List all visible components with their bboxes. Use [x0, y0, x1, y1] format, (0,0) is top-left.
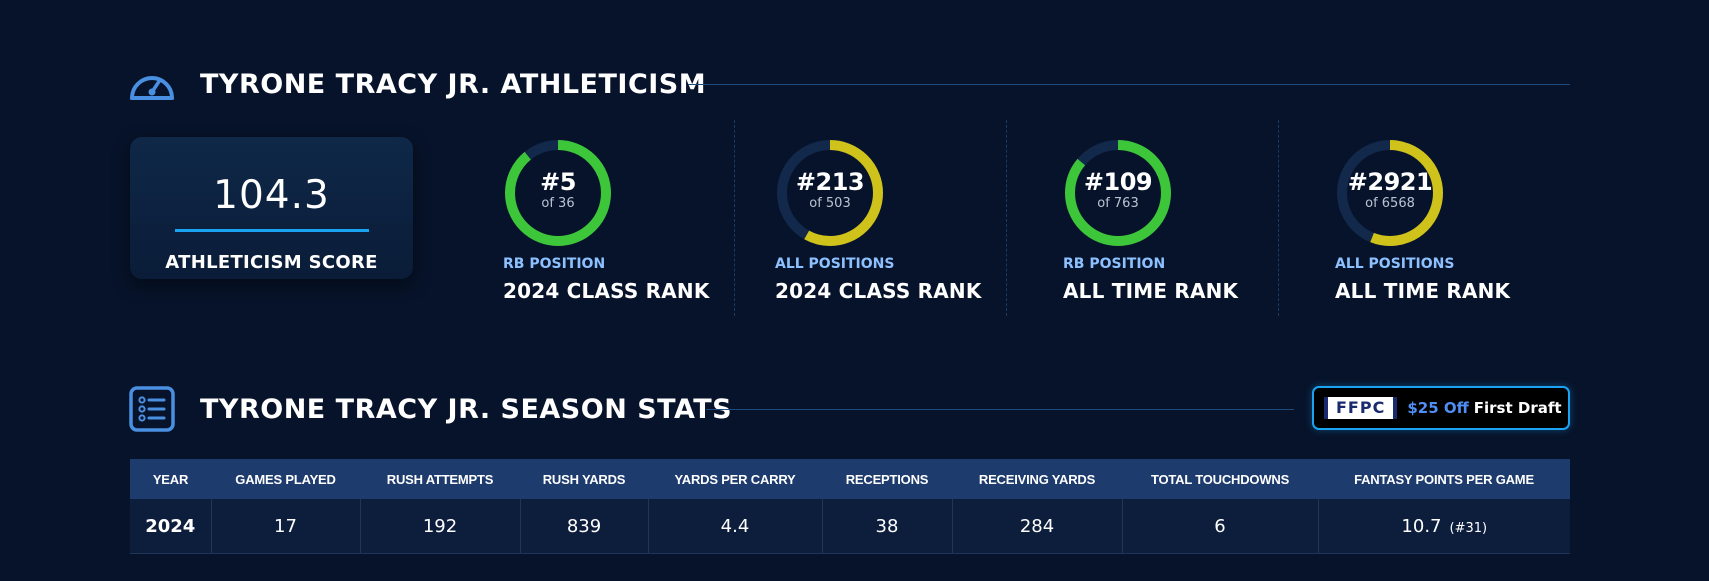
- promo-price: $25 Off: [1407, 399, 1469, 417]
- speedometer-icon: [128, 60, 176, 108]
- rank-ring: [1337, 140, 1443, 246]
- promo-text: First Draft: [1473, 399, 1562, 417]
- fantasy-points-value: 10.7: [1401, 515, 1442, 537]
- rank-ring-arc: [505, 140, 611, 246]
- rush-attempts-cell: 192: [360, 499, 521, 554]
- rank-ring-arc: [1065, 140, 1171, 246]
- rank-ring-arc: [1337, 140, 1443, 246]
- column-header: RECEPTIONS: [822, 459, 952, 499]
- rank-divider: [1278, 120, 1279, 316]
- rank-subtitle: RB POSITION: [503, 256, 606, 272]
- rank-ring: [505, 140, 611, 246]
- season-stats-header: TYRONE TRACY JR. SEASON STATS: [128, 385, 732, 433]
- rank-card: #5 of 36 RB POSITION 2024 CLASS RANK: [503, 120, 775, 316]
- column-header: GAMES PLAYED: [211, 459, 360, 499]
- rank-title: 2024 CLASS RANK: [775, 279, 982, 303]
- fantasy-points-rank: (#31): [1449, 520, 1488, 536]
- season-stats-table: YEAR GAMES PLAYED RUSH ATTEMPTS RUSH YAR…: [130, 459, 1570, 554]
- table-row: 2024 17 192 839 4.4 38 284 6 10.7 (#31): [130, 499, 1570, 554]
- section-title: TYRONE TRACY JR. SEASON STATS: [200, 393, 733, 425]
- athleticism-header: TYRONE TRACY JR. ATHLETICISM: [128, 60, 706, 108]
- column-header: YARDS PER CARRY: [648, 459, 822, 499]
- rank-subtitle: ALL POSITIONS: [1335, 256, 1455, 272]
- page-title: TYRONE TRACY JR. ATHLETICISM: [200, 68, 707, 100]
- games-played-cell: 17: [211, 499, 361, 554]
- list-icon: [128, 385, 176, 433]
- rank-ring: [777, 140, 883, 246]
- rank-ring-arc: [777, 140, 883, 246]
- rank-divider: [1006, 120, 1007, 316]
- receptions-cell: 38: [822, 499, 953, 554]
- rank-of-total: of 6568: [1365, 196, 1415, 211]
- column-header: FANTASY POINTS PER GAME: [1318, 459, 1570, 499]
- receiving-yards-cell: 284: [952, 499, 1123, 554]
- year-cell: 2024: [130, 499, 212, 554]
- rank-divider: [734, 120, 735, 316]
- column-header: RECEIVING YARDS: [952, 459, 1122, 499]
- yards-per-carry-cell: 4.4: [648, 499, 823, 554]
- rank-title: ALL TIME RANK: [1335, 279, 1511, 303]
- rank-subtitle: RB POSITION: [1063, 256, 1166, 272]
- athleticism-score-value: 104.3: [213, 173, 330, 218]
- table-header-row: YEAR GAMES PLAYED RUSH ATTEMPTS RUSH YAR…: [130, 459, 1570, 499]
- rank-title: ALL TIME RANK: [1063, 279, 1239, 303]
- rank-ring: [1065, 140, 1171, 246]
- ffpc-logo: FFPC: [1324, 397, 1398, 419]
- athleticism-score-label: ATHLETICISM SCORE: [165, 252, 378, 273]
- column-header: RUSH YARDS: [520, 459, 648, 499]
- rank-of-total: of 763: [1097, 196, 1139, 211]
- rank-number: #109: [1083, 168, 1153, 196]
- rank-number: #2921: [1347, 168, 1433, 196]
- column-header: YEAR: [130, 459, 211, 499]
- rank-of-total: of 36: [541, 196, 575, 211]
- column-header: RUSH ATTEMPTS: [360, 459, 520, 499]
- header-divider: [706, 409, 1294, 410]
- rush-yards-cell: 839: [520, 499, 649, 554]
- column-header: TOTAL TOUCHDOWNS: [1122, 459, 1318, 499]
- header-divider: [688, 84, 1570, 85]
- rank-number: #213: [795, 168, 865, 196]
- athleticism-score-card: 104.3 ATHLETICISM SCORE: [130, 137, 413, 279]
- ffpc-promo-button[interactable]: FFPC $25 Off First Draft: [1312, 386, 1570, 430]
- touchdowns-cell: 6: [1122, 499, 1319, 554]
- rank-card: #2921 of 6568 ALL POSITIONS ALL TIME RAN…: [1335, 120, 1607, 316]
- rank-number: #5: [540, 168, 576, 196]
- rank-of-total: of 503: [809, 196, 851, 211]
- rank-subtitle: ALL POSITIONS: [775, 256, 895, 272]
- score-underline: [174, 229, 369, 232]
- rank-card: #213 of 503 ALL POSITIONS 2024 CLASS RAN…: [775, 120, 1047, 316]
- fantasy-points-cell: 10.7 (#31): [1318, 499, 1570, 554]
- rank-title: 2024 CLASS RANK: [503, 279, 710, 303]
- rank-card: #109 of 763 RB POSITION ALL TIME RANK: [1063, 120, 1335, 316]
